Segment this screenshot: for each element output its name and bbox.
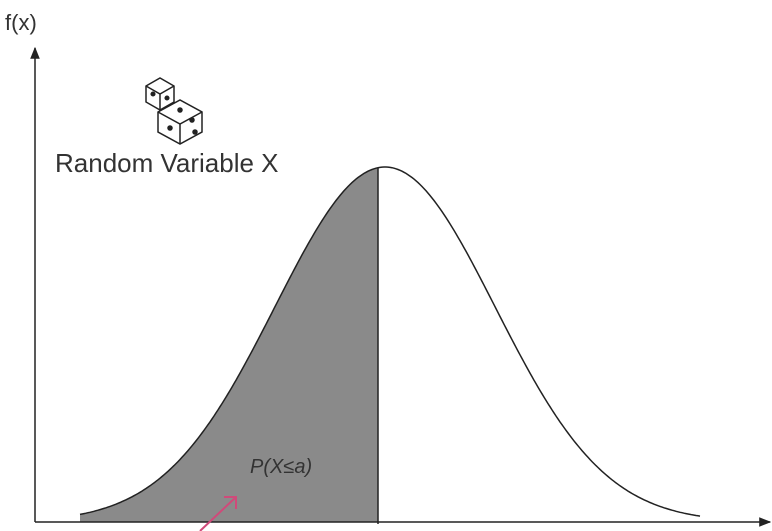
shaded-area	[80, 167, 378, 522]
y-axis-label: f(x)	[5, 10, 37, 35]
dice-icon	[145, 77, 203, 145]
variable-label: Random Variable X	[55, 148, 279, 178]
density-curve	[79, 166, 701, 517]
pointer-arrow	[199, 496, 237, 531]
area-label: P(X≤a)	[250, 456, 312, 478]
